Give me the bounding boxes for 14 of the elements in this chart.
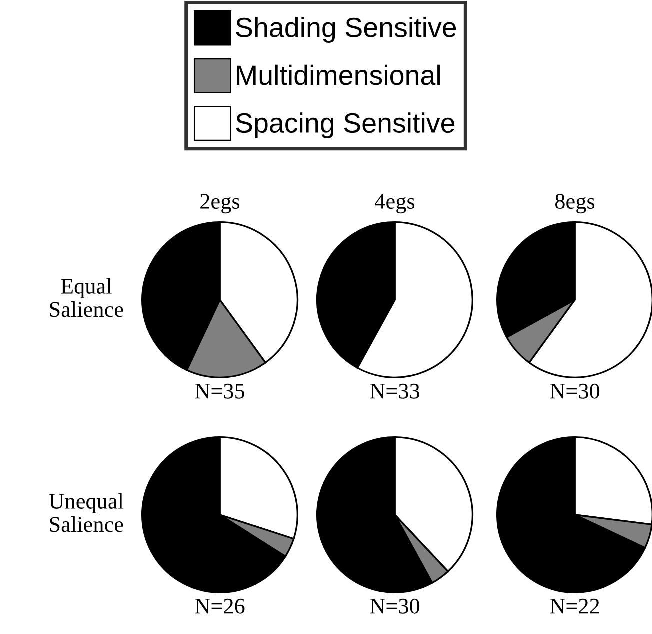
text: N=26 xyxy=(195,598,245,614)
legend-label: Multidimensional xyxy=(237,64,440,86)
legend-label: Shading Sensitive xyxy=(236,17,456,43)
text: N=22 xyxy=(550,598,600,614)
chart-title: 8egs xyxy=(555,194,595,214)
text: Unequal Salience xyxy=(49,493,124,532)
text: 2egs xyxy=(200,194,240,214)
text: N=35 xyxy=(195,384,245,399)
text: N=30 xyxy=(370,598,420,614)
chart-title: 4egs xyxy=(375,194,415,214)
text: Equal Salience xyxy=(50,278,124,318)
text: N=30 xyxy=(550,384,600,399)
legend-label: Spacing Sensitive xyxy=(236,112,455,139)
text: N=33 xyxy=(370,384,420,399)
